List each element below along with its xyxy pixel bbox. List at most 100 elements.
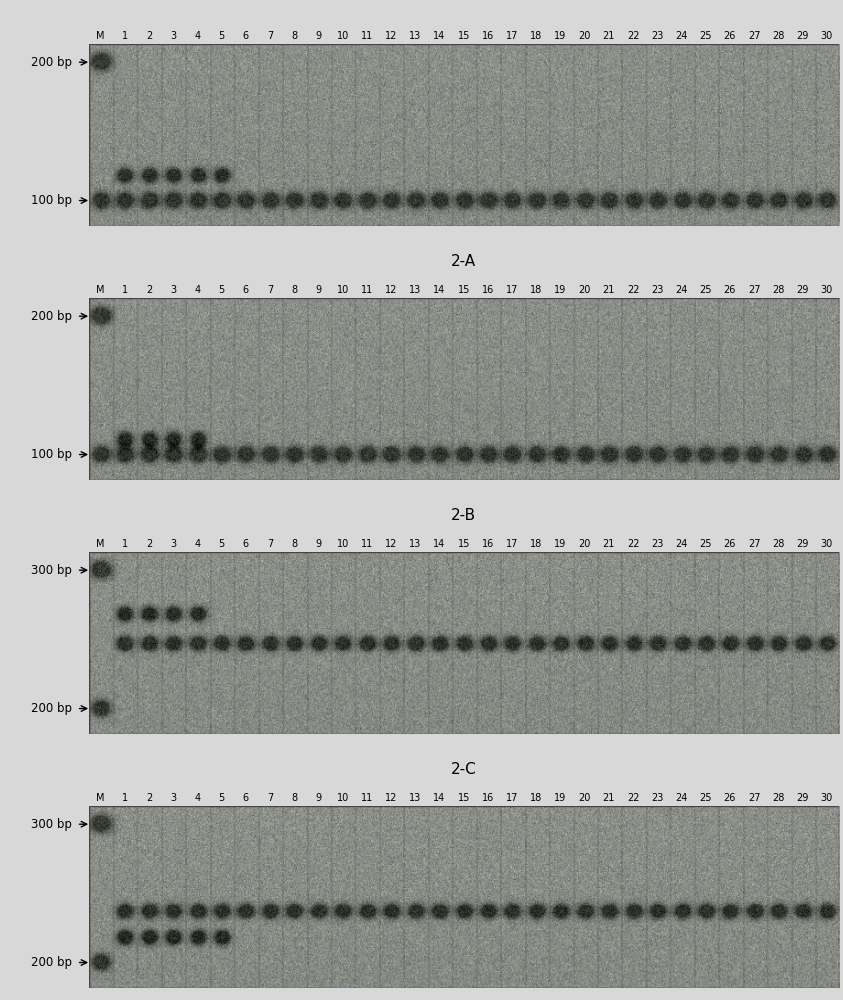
Text: 23: 23 xyxy=(651,285,663,295)
Text: M: M xyxy=(96,539,105,549)
Text: 1: 1 xyxy=(121,539,128,549)
Text: 26: 26 xyxy=(723,793,736,803)
Text: 25: 25 xyxy=(700,539,712,549)
Text: 6: 6 xyxy=(243,539,249,549)
Text: 30: 30 xyxy=(820,793,833,803)
Text: 22: 22 xyxy=(627,539,639,549)
Text: 24: 24 xyxy=(675,539,688,549)
Text: 200 bp: 200 bp xyxy=(31,310,72,323)
Text: 11: 11 xyxy=(361,285,373,295)
Text: 4: 4 xyxy=(195,539,201,549)
Text: 27: 27 xyxy=(748,539,760,549)
Text: 15: 15 xyxy=(458,793,470,803)
Text: 30: 30 xyxy=(820,285,833,295)
Text: 2: 2 xyxy=(146,31,152,41)
Text: 13: 13 xyxy=(409,539,422,549)
Text: 14: 14 xyxy=(433,793,446,803)
Text: 6: 6 xyxy=(243,285,249,295)
Text: 10: 10 xyxy=(336,285,349,295)
Text: 7: 7 xyxy=(267,539,273,549)
Text: M: M xyxy=(96,793,105,803)
Text: 4: 4 xyxy=(195,285,201,295)
Text: 21: 21 xyxy=(603,539,615,549)
Text: 18: 18 xyxy=(530,793,542,803)
Text: 5: 5 xyxy=(218,285,225,295)
Text: 2: 2 xyxy=(146,285,152,295)
Text: 2-C: 2-C xyxy=(451,762,476,777)
Text: 16: 16 xyxy=(481,539,494,549)
Text: 7: 7 xyxy=(267,285,273,295)
Text: 3: 3 xyxy=(170,793,176,803)
Text: 20: 20 xyxy=(578,31,591,41)
Text: 28: 28 xyxy=(772,285,785,295)
Text: 18: 18 xyxy=(530,31,542,41)
Text: 25: 25 xyxy=(700,793,712,803)
Text: 21: 21 xyxy=(603,31,615,41)
Text: 22: 22 xyxy=(627,285,639,295)
Text: 19: 19 xyxy=(555,31,566,41)
Text: 29: 29 xyxy=(797,539,808,549)
Text: 18: 18 xyxy=(530,539,542,549)
Text: 10: 10 xyxy=(336,31,349,41)
Text: 12: 12 xyxy=(385,793,397,803)
Text: 28: 28 xyxy=(772,539,785,549)
Text: 200 bp: 200 bp xyxy=(31,702,72,715)
Text: 15: 15 xyxy=(458,285,470,295)
Text: 11: 11 xyxy=(361,793,373,803)
Text: 13: 13 xyxy=(409,31,422,41)
Text: 27: 27 xyxy=(748,31,760,41)
Text: 300 bp: 300 bp xyxy=(31,564,72,577)
Text: M: M xyxy=(96,285,105,295)
Text: 6: 6 xyxy=(243,793,249,803)
Text: 27: 27 xyxy=(748,793,760,803)
Text: 10: 10 xyxy=(336,539,349,549)
Text: 29: 29 xyxy=(797,285,808,295)
Text: 2: 2 xyxy=(146,539,152,549)
Text: 20: 20 xyxy=(578,285,591,295)
Text: 100 bp: 100 bp xyxy=(31,194,72,207)
Text: 13: 13 xyxy=(409,793,422,803)
Text: 9: 9 xyxy=(315,539,321,549)
Text: 200 bp: 200 bp xyxy=(31,956,72,969)
Text: 12: 12 xyxy=(385,31,397,41)
Text: 3: 3 xyxy=(170,539,176,549)
Text: 18: 18 xyxy=(530,285,542,295)
Text: 17: 17 xyxy=(506,539,518,549)
Text: 27: 27 xyxy=(748,285,760,295)
Text: 5: 5 xyxy=(218,539,225,549)
Text: 19: 19 xyxy=(555,285,566,295)
Text: 7: 7 xyxy=(267,31,273,41)
Text: 24: 24 xyxy=(675,31,688,41)
Text: 23: 23 xyxy=(651,793,663,803)
Text: 24: 24 xyxy=(675,285,688,295)
Text: 8: 8 xyxy=(291,793,298,803)
Text: 9: 9 xyxy=(315,793,321,803)
Text: 22: 22 xyxy=(627,793,639,803)
Text: 17: 17 xyxy=(506,285,518,295)
Text: 9: 9 xyxy=(315,285,321,295)
Text: 14: 14 xyxy=(433,539,446,549)
Text: 9: 9 xyxy=(315,31,321,41)
Text: 8: 8 xyxy=(291,285,298,295)
Text: 15: 15 xyxy=(458,539,470,549)
Text: 22: 22 xyxy=(627,31,639,41)
Text: 20: 20 xyxy=(578,793,591,803)
Text: 30: 30 xyxy=(820,31,833,41)
Text: 100 bp: 100 bp xyxy=(31,448,72,461)
Text: 11: 11 xyxy=(361,31,373,41)
Text: 12: 12 xyxy=(385,539,397,549)
Text: 2-A: 2-A xyxy=(451,254,476,269)
Text: 21: 21 xyxy=(603,793,615,803)
Text: 5: 5 xyxy=(218,793,225,803)
Text: 15: 15 xyxy=(458,31,470,41)
Text: 1: 1 xyxy=(121,285,128,295)
Text: 200 bp: 200 bp xyxy=(31,56,72,69)
Text: 3: 3 xyxy=(170,285,176,295)
Text: 17: 17 xyxy=(506,31,518,41)
Text: 1: 1 xyxy=(121,31,128,41)
Text: 1: 1 xyxy=(121,793,128,803)
Text: M: M xyxy=(96,31,105,41)
Text: 2: 2 xyxy=(146,793,152,803)
Text: 8: 8 xyxy=(291,539,298,549)
Text: 29: 29 xyxy=(797,793,808,803)
